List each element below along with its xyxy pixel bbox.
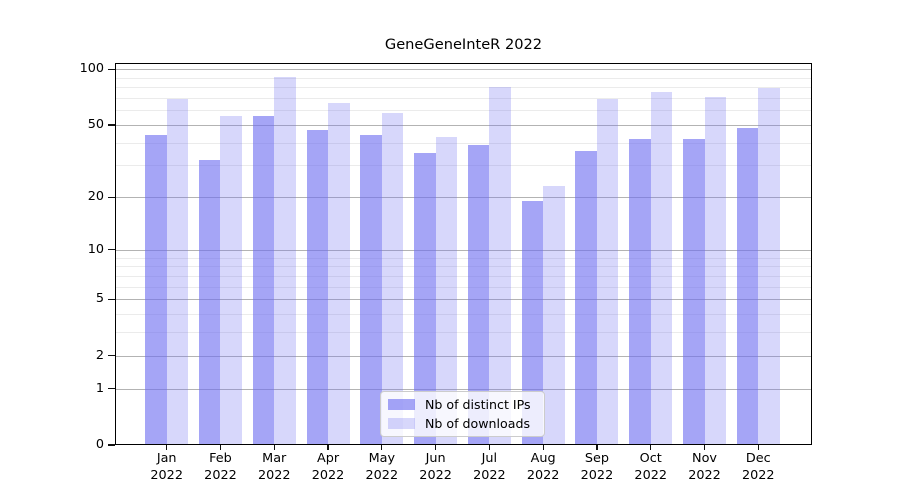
x-tick-nov [703,445,706,450]
major-gridline-2 [115,355,812,357]
legend-item-downloads: Nb of downloads [388,415,537,431]
minor-gridline-4 [115,313,812,315]
bar-nov-distinct-ips [683,138,705,445]
x-tick-apr [327,445,329,450]
x-tick-aug [542,445,544,450]
y-tick-label-0: 0 [95,437,104,452]
x-tick-label-apr: Apr 2022 [311,451,345,483]
x-tick-label-nov: Nov 2022 [688,451,721,483]
bar-oct-distinct-ips [629,138,651,445]
minor-gridline-80 [115,87,812,89]
y-tick-0 [108,444,115,446]
bar-aug-distinct-ips [521,201,544,445]
minor-gridline-9 [115,257,812,259]
x-tick-jun [435,445,437,450]
y-tick-label-100: 100 [79,61,104,77]
major-gridline-50 [115,124,812,126]
x-tick-oct [650,445,652,450]
y-tick-label-10: 10 [87,241,104,257]
y-tick-label-2: 2 [95,347,104,363]
bar-jul-distinct-ips [467,144,490,445]
x-tick-jul [488,445,490,450]
x-tick-label-feb: Feb 2022 [204,451,237,483]
y-tick-1 [108,387,115,390]
x-tick-label-jan: Jan 2022 [150,451,183,483]
y-tick-10 [108,249,115,251]
bar-jun-downloads [435,136,458,445]
y-tick-label-5: 5 [95,291,104,307]
x-tick-jan [166,445,168,450]
minor-gridline-6 [115,286,812,288]
legend-label-distinct-ips: Nb of distinct IPs [425,396,531,412]
major-gridline-5 [115,299,812,301]
bar-mar-distinct-ips [252,115,275,445]
bar-oct-downloads [650,92,673,445]
major-gridline-100 [115,69,812,71]
bar-dec-downloads [758,88,780,445]
bar-apr-distinct-ips [306,129,329,445]
x-tick-dec [757,445,759,450]
x-tick-label-jun: Jun 2022 [419,451,452,483]
legend-item-distinct-ips: Nb of distinct IPs [388,396,537,412]
legend-swatch-distinct-ips [388,399,415,410]
y-tick-50 [108,124,115,126]
major-gridline-10 [115,249,812,251]
x-tick-label-aug: Aug 2022 [526,451,560,483]
major-gridline-20 [115,197,812,199]
bar-apr-downloads [328,102,350,445]
y-tick-label-20: 20 [87,189,104,205]
y-tick-100 [108,68,115,70]
bar-sep-downloads [596,99,619,445]
bar-jul-downloads [489,87,511,445]
bar-jan-distinct-ips [145,135,167,445]
minor-gridline-3 [115,332,812,334]
x-tick-label-jul: Jul 2022 [473,451,506,483]
y-tick-2 [108,354,115,357]
x-tick-label-mar: Mar 2022 [257,451,291,483]
minor-gridline-30 [115,165,812,167]
x-tick-label-dec: Dec 2022 [741,451,775,483]
bar-may-distinct-ips [360,135,382,445]
bar-dec-distinct-ips [736,128,759,445]
chart-title: GeneGeneInteR 2022 [384,36,543,53]
minor-gridline-60 [115,110,812,112]
bar-jan-downloads [166,99,189,445]
minor-gridline-8 [115,266,812,268]
x-tick-feb [219,445,222,450]
minor-gridline-40 [115,142,812,144]
minor-gridline-70 [115,97,812,99]
legend-label-downloads: Nb of downloads [425,415,531,431]
x-tick-label-sep: Sep 2022 [580,451,614,483]
bar-mar-downloads [274,76,296,445]
minor-gridline-7 [115,275,812,277]
bar-may-downloads [381,113,404,445]
bar-nov-downloads [704,96,726,445]
bar-feb-downloads [220,115,242,445]
bar-feb-distinct-ips [198,160,221,445]
bar-aug-downloads [543,186,565,445]
x-tick-mar [273,445,275,450]
y-tick-label-50: 50 [87,116,104,132]
major-gridline-1 [115,388,812,390]
x-tick-sep [596,445,598,450]
x-tick-may [381,445,383,450]
y-tick-label-1: 1 [95,380,104,396]
legend-swatch-downloads [388,418,415,429]
bar-jun-distinct-ips [414,153,436,445]
legend: Nb of distinct IPs Nb of downloads [380,391,545,437]
x-tick-label-may: May 2022 [365,451,399,483]
y-tick-5 [108,298,115,300]
minor-gridline-90 [115,77,812,79]
x-tick-label-oct: Oct 2022 [634,451,667,483]
y-tick-20 [108,196,115,198]
bar-sep-distinct-ips [575,151,597,445]
